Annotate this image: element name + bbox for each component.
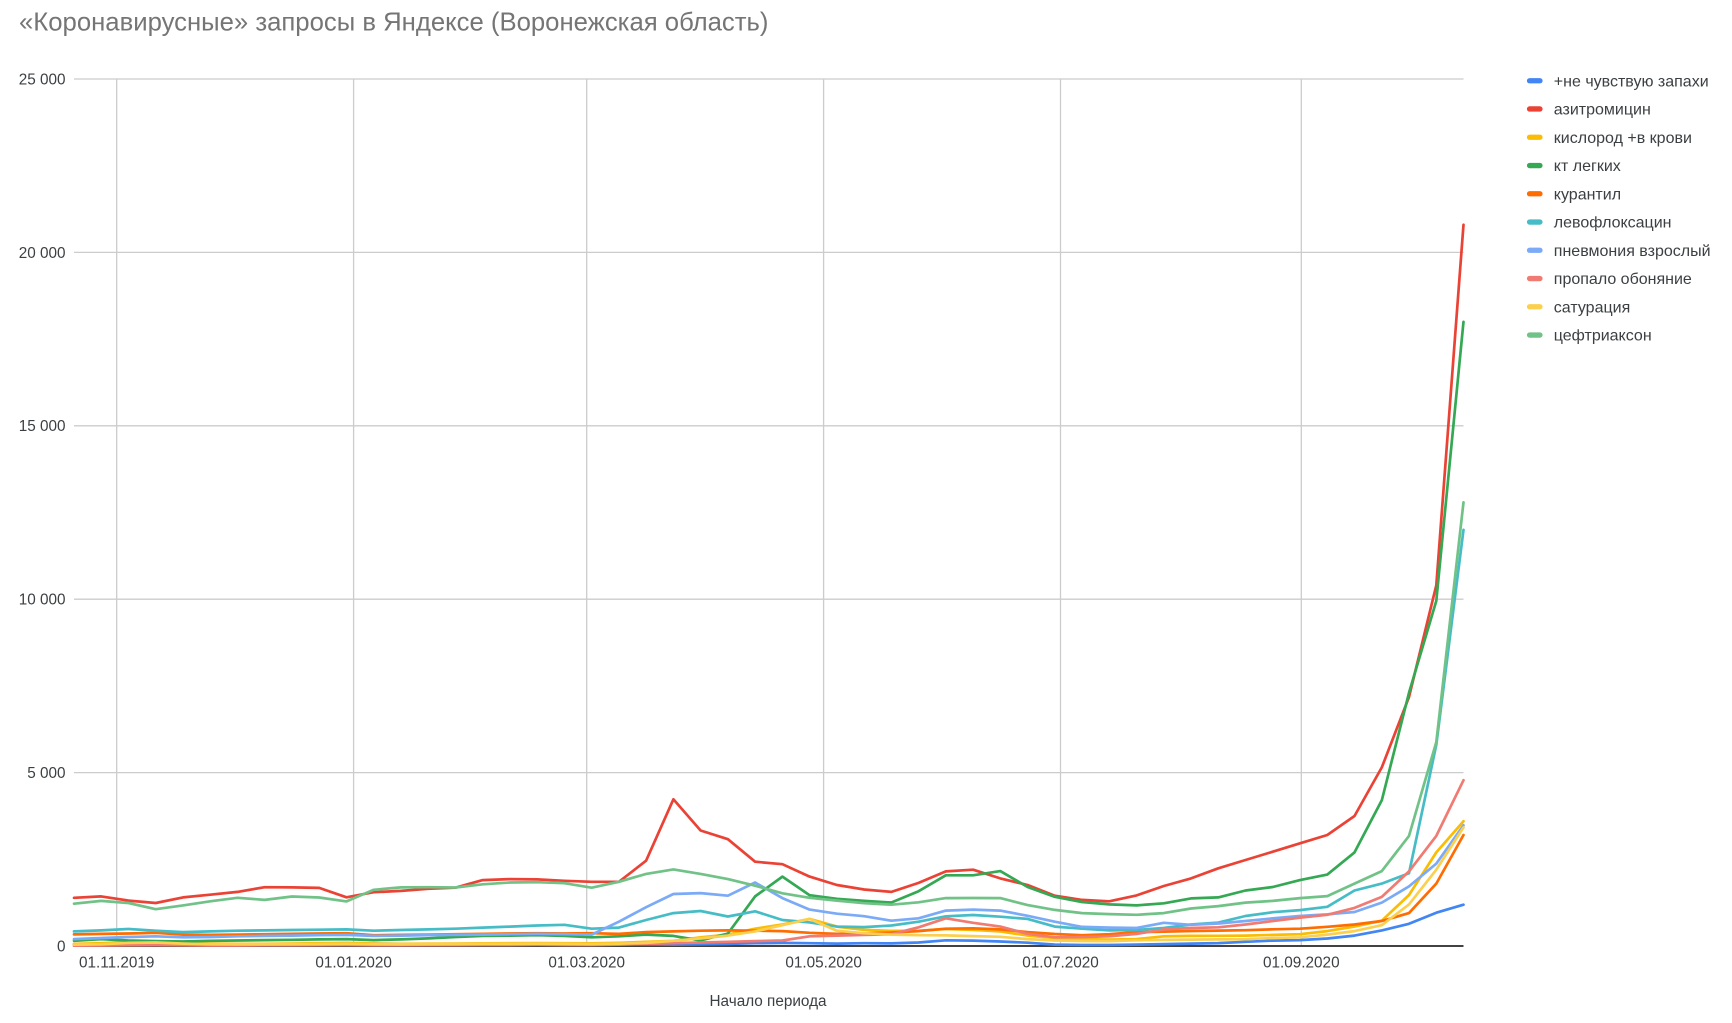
- svg-text:01.05.2020: 01.05.2020: [785, 954, 862, 971]
- svg-text:01.01.2020: 01.01.2020: [315, 954, 392, 971]
- svg-text:«Коронавирусные» запросы в Янд: «Коронавирусные» запросы в Яндексе (Воро…: [19, 8, 768, 36]
- svg-text:кт легких: кт легких: [1554, 158, 1621, 175]
- svg-text:15 000: 15 000: [19, 418, 66, 435]
- svg-text:0: 0: [57, 938, 66, 955]
- svg-text:5 000: 5 000: [27, 765, 65, 782]
- svg-text:01.07.2020: 01.07.2020: [1022, 954, 1099, 971]
- svg-text:цефтриаксон: цефтриаксон: [1554, 328, 1652, 345]
- svg-text:азитромицин: азитромицин: [1554, 102, 1651, 119]
- svg-text:Начало периода: Начало периода: [710, 993, 827, 1010]
- svg-text:курантил: курантил: [1554, 186, 1621, 203]
- svg-text:01.09.2020: 01.09.2020: [1263, 954, 1340, 971]
- svg-text:01.11.2019: 01.11.2019: [79, 954, 154, 971]
- svg-text:25 000: 25 000: [19, 71, 66, 88]
- svg-text:01.03.2020: 01.03.2020: [548, 954, 625, 971]
- svg-text:пневмония взрослый: пневмония взрослый: [1554, 243, 1711, 260]
- svg-text:10 000: 10 000: [19, 592, 66, 609]
- svg-text:+не чувствую запахи: +не чувствую запахи: [1554, 73, 1709, 90]
- svg-text:левофлоксацин: левофлоксацин: [1554, 215, 1672, 232]
- svg-text:кислород +в крови: кислород +в крови: [1554, 130, 1692, 147]
- svg-text:20 000: 20 000: [19, 245, 66, 262]
- svg-text:пропало обоняние: пропало обоняние: [1554, 271, 1692, 288]
- svg-text:сатурация: сатурация: [1554, 299, 1630, 316]
